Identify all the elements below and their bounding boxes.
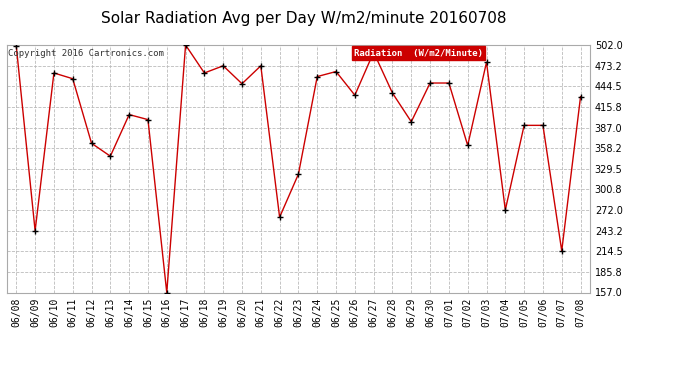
Text: Copyright 2016 Cartronics.com: Copyright 2016 Cartronics.com [8,49,164,58]
Text: Radiation  (W/m2/Minute): Radiation (W/m2/Minute) [354,49,483,58]
Text: Solar Radiation Avg per Day W/m2/minute 20160708: Solar Radiation Avg per Day W/m2/minute … [101,11,506,26]
